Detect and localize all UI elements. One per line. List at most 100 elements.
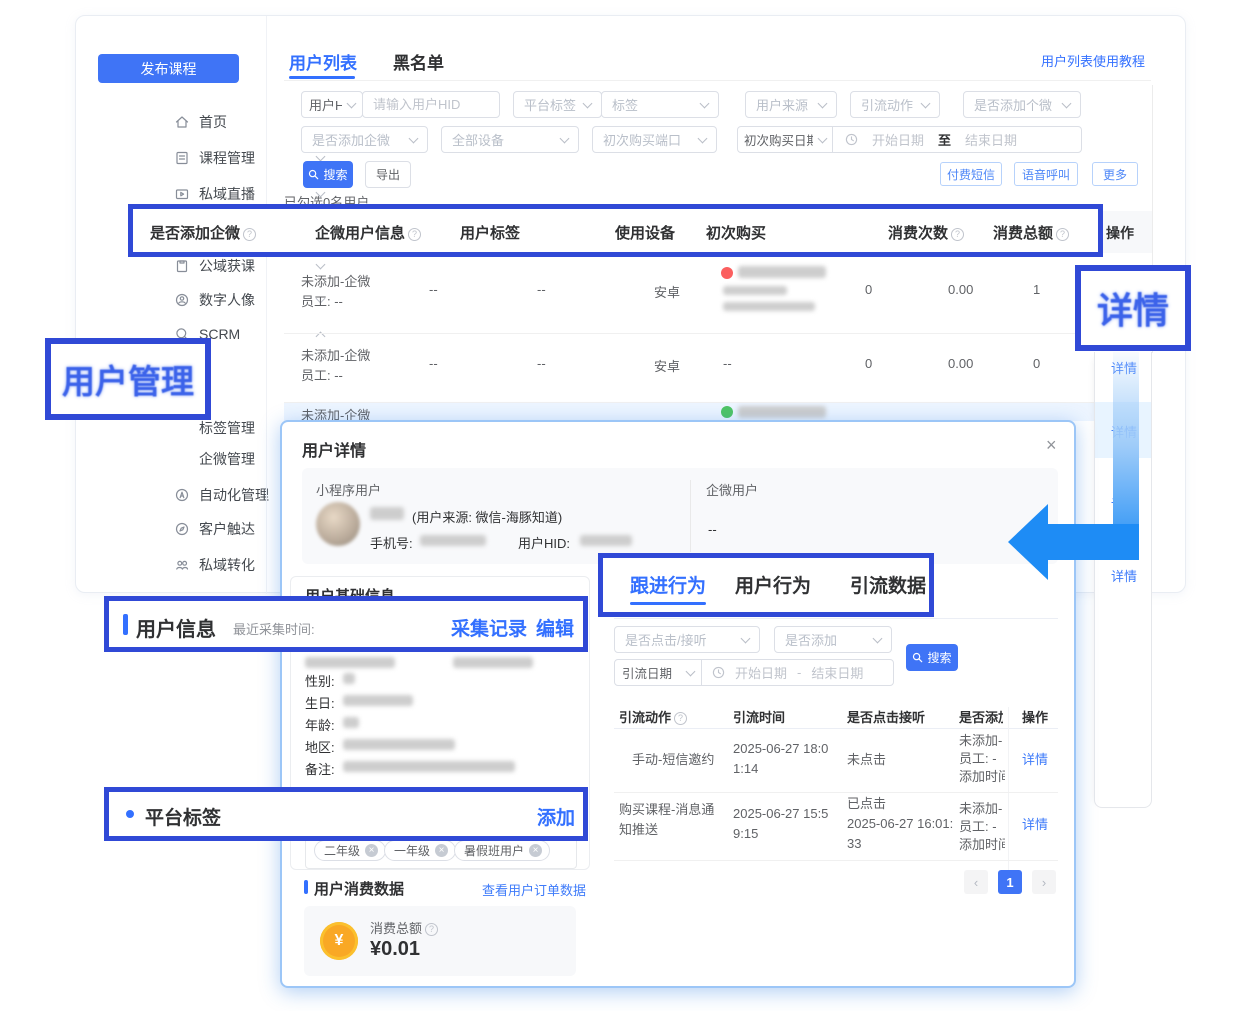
chevron-down-icon	[740, 633, 751, 644]
tags-container: 二年级 × 一年级 × 暑假班用户 ×	[305, 815, 577, 869]
table-cell: --	[429, 282, 438, 297]
card-divider	[690, 480, 691, 552]
date-range-picker[interactable]: 开始日期 至 结束日期	[832, 126, 1082, 153]
date-type-select[interactable]: 初次购买日期	[737, 126, 833, 153]
tab-drain-data[interactable]: 引流数据	[850, 576, 927, 597]
table-header-action: 操作	[1106, 225, 1134, 241]
close-icon[interactable]: ×	[1046, 435, 1057, 455]
search-button[interactable]: 搜索	[303, 161, 353, 188]
modal-col-action: 引流动作?	[619, 707, 688, 726]
remove-tag-icon[interactable]: ×	[365, 844, 379, 857]
sidebar-item-private-live[interactable]: 私域直播	[174, 183, 326, 205]
sidebar-item-automation[interactable]: 自动化管理	[174, 484, 326, 506]
redacted-username	[370, 507, 404, 520]
redacted-field	[453, 657, 533, 668]
modal-col-added: 是否添加	[959, 710, 1003, 725]
sidebar-item-digital-avatar[interactable]: 数字人像	[174, 289, 326, 311]
click-listen-select[interactable]: 是否点击/接听	[614, 626, 760, 653]
add-wecom-select[interactable]: 是否添加企微	[301, 126, 428, 153]
pagination-next[interactable]: ›	[1032, 870, 1056, 894]
sidebar-item-label: 课程管理	[199, 150, 255, 166]
sidebar-item-courses[interactable]: 课程管理	[174, 147, 326, 169]
sidebar-item-label: 客户触达	[199, 521, 255, 537]
paid-sms-button[interactable]: 付费短信	[940, 162, 1002, 186]
modal-search-button[interactable]: 搜索	[906, 644, 958, 671]
modal-fixed-col-divider	[1008, 707, 1009, 880]
redacted-hid	[580, 535, 632, 546]
annotation-platform-tag-title: 平台标签	[145, 808, 222, 829]
modal-row-detail-link[interactable]: 详情	[1022, 752, 1049, 767]
tab-blacklist[interactable]: 黑名单	[393, 54, 444, 73]
sidebar-item-customer-reach[interactable]: 客户触达	[174, 518, 326, 540]
row-detail-link[interactable]: 详情	[1111, 569, 1138, 584]
voice-call-button[interactable]: 语音呼叫	[1014, 162, 1078, 186]
field-label: 年龄:	[305, 718, 335, 733]
chevron-down-icon	[408, 133, 419, 144]
consume-card: ¥ 消费总额? ¥0.01	[304, 906, 576, 976]
help-icon: ?	[408, 227, 422, 241]
modal-row-divider	[614, 860, 1058, 861]
user-detail-modal: 用户详情 × 小程序用户 (用户来源: 微信-海豚知道) 手机号: 用户HID:…	[280, 420, 1076, 988]
section-marker	[304, 880, 308, 894]
order-data-link[interactable]: 查看用户订单数据	[482, 883, 587, 898]
section-marker	[123, 614, 128, 635]
tab-user-behavior[interactable]: 用户行为	[735, 576, 812, 597]
remove-tag-icon[interactable]: ×	[435, 844, 449, 857]
pagination-page-1[interactable]: 1	[998, 870, 1022, 894]
row-divider	[284, 402, 1094, 403]
redacted-text	[723, 286, 787, 295]
consume-total-label: 消费总额?	[370, 918, 439, 937]
publish-course-button[interactable]: 发布课程	[98, 54, 239, 83]
table-cell: 0.00	[948, 282, 974, 297]
drain-date-select[interactable]: 引流日期	[614, 659, 702, 686]
table-cell: 1	[1033, 282, 1041, 297]
more-button[interactable]: 更多	[1092, 162, 1138, 186]
remove-tag-icon[interactable]: ×	[529, 844, 543, 857]
is-added-select[interactable]: 是否添加	[774, 626, 892, 653]
wecom-user-label: 企微用户	[706, 483, 759, 498]
chevron-down-icon	[1061, 98, 1072, 109]
modal-row-detail-link[interactable]: 详情	[1022, 817, 1049, 832]
sidebar-divider	[266, 16, 267, 594]
sidebar-item-public-courses[interactable]: 公域获课	[174, 255, 326, 277]
redacted-field	[305, 657, 395, 668]
annotation-col: 初次购买	[706, 225, 767, 242]
pagination-prev[interactable]: ‹	[964, 870, 988, 894]
tag-select[interactable]: 标签	[601, 91, 719, 118]
sidebar-item-home[interactable]: 首页	[174, 111, 324, 133]
redacted-text	[723, 302, 815, 311]
automation-icon	[175, 488, 189, 502]
collect-record-link[interactable]: 采集记录	[451, 619, 528, 640]
table-cell: --	[537, 282, 546, 297]
sidebar-item-tag-mgmt[interactable]: 标签管理	[199, 417, 349, 439]
tag-pill: 二年级 ×	[314, 840, 387, 861]
first-purchase-port-select[interactable]: 初次购买端口	[592, 126, 717, 153]
platform-tag-select[interactable]: 平台标签	[513, 91, 602, 118]
tab-follow-behavior[interactable]: 跟进行为	[630, 576, 707, 597]
user-source-select[interactable]: 用户来源	[745, 91, 837, 118]
modal-row-click: 未点击	[847, 752, 887, 767]
redacted-value	[343, 761, 515, 772]
add-personal-wechat-select[interactable]: 是否添加个微	[963, 91, 1081, 118]
device-select[interactable]: 全部设备	[441, 126, 579, 153]
export-button[interactable]: 导出	[365, 161, 411, 188]
sidebar-item-label: 数字人像	[199, 292, 255, 308]
add-tag-link[interactable]: 添加	[537, 808, 576, 829]
annotation-user-mgmt: 用户管理	[45, 338, 211, 420]
modal-col-op: 操作	[1022, 710, 1049, 725]
hid-search-input[interactable]	[362, 91, 500, 118]
row-divider	[284, 333, 1094, 334]
edit-link[interactable]: 编辑	[536, 619, 575, 640]
help-icon: ?	[951, 227, 965, 241]
sidebar-item-private-conversion[interactable]: 私域转化	[174, 554, 326, 576]
hid-type-select[interactable]: 用户HID	[301, 91, 363, 118]
search-icon	[309, 169, 319, 180]
sidebar-item-label: 自动化管理	[199, 487, 269, 503]
drain-action-select[interactable]: 引流动作	[850, 91, 940, 118]
sidebar-item-wecom-mgmt[interactable]: 企微管理	[199, 448, 349, 470]
annotation-col: 企微用户信息?	[315, 222, 422, 243]
tab-user-list[interactable]: 用户列表	[289, 54, 357, 73]
tutorial-link[interactable]: 用户列表使用教程	[1041, 54, 1146, 69]
person-circle-icon	[175, 293, 189, 307]
modal-date-range[interactable]: 开始日期 - 结束日期	[701, 659, 894, 686]
